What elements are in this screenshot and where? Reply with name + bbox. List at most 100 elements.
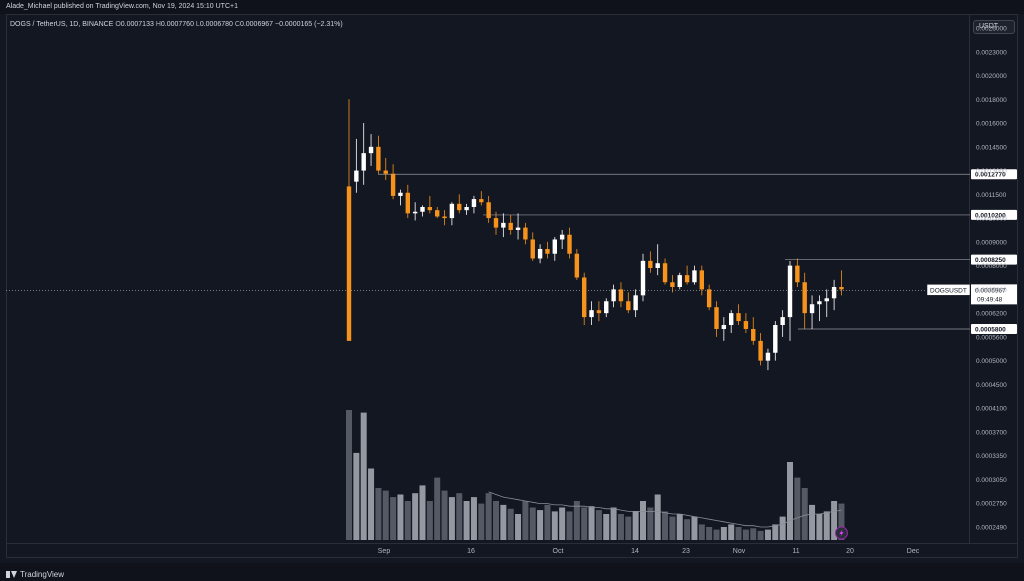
volume-bar	[544, 504, 551, 540]
candle-body	[508, 222, 513, 230]
volume-bar	[676, 514, 683, 540]
volume-bar	[382, 490, 389, 540]
candle-body	[486, 202, 491, 219]
x-tick-label: 20	[846, 548, 854, 555]
volume-bar	[640, 501, 646, 540]
candle-body	[567, 234, 572, 254]
candle-body	[780, 317, 785, 326]
y-tick-label: 0.0020000	[976, 73, 1007, 80]
lightning-glyph	[839, 529, 844, 537]
ohlc-legend: DOGS / TetherUS, 1D, BINANCE O0.0007133 …	[10, 21, 343, 28]
volume-bar	[551, 511, 558, 540]
level-label-text: 0.0008250	[975, 257, 1006, 264]
y-tick-label: 0.0003350	[976, 453, 1007, 460]
volume-bar	[742, 529, 749, 540]
candle-body	[714, 307, 719, 329]
candle-body	[824, 298, 829, 302]
volume-bar	[573, 501, 580, 540]
chart-plot-area[interactable]	[6, 14, 970, 544]
candle-body	[405, 192, 410, 214]
symbol-label: DOGS / TetherUS, 1D, BINANCE	[10, 21, 114, 28]
volume-bar	[610, 507, 617, 540]
volume-bar	[419, 485, 426, 540]
candle-body	[427, 207, 433, 211]
volume-bar	[662, 511, 669, 540]
candle-body	[398, 192, 403, 196]
last-price-text: 0.0006967	[975, 287, 1006, 294]
candle-body	[354, 170, 359, 182]
volume-ma-line	[488, 491, 842, 528]
candle-body	[640, 260, 646, 296]
close-key: C	[234, 21, 240, 28]
y-tick-label: 0.0008000	[976, 263, 1007, 270]
y-tick-label: 0.0014500	[976, 144, 1007, 151]
volume-bar	[441, 490, 448, 540]
candle-body	[765, 352, 771, 361]
candle-body	[530, 239, 535, 259]
candle-body	[368, 146, 374, 154]
footer-bar: TradingView	[0, 563, 1024, 581]
volume-bar	[772, 524, 779, 540]
y-tick-label: 0.0009000	[976, 239, 1007, 246]
volume-bar	[669, 516, 676, 540]
volume-bar	[478, 503, 485, 540]
volume-bar	[691, 516, 698, 540]
volume-bar	[500, 504, 507, 540]
y-tick-label: 0.0011500	[976, 192, 1007, 199]
x-tick-label: 23	[682, 548, 690, 555]
volume-bar	[375, 488, 382, 540]
y-tick-label: 0.0023000	[976, 49, 1007, 56]
candle-body	[611, 289, 616, 302]
level-label-text: 0.0010200	[975, 212, 1006, 219]
x-tick-label: 16	[467, 548, 475, 555]
volume-bar	[595, 510, 602, 540]
candle-body	[618, 289, 624, 302]
price-scale[interactable]	[970, 14, 1018, 544]
y-tick-label: 0.0026000	[976, 26, 1007, 33]
currency-button[interactable]: USDT	[973, 20, 1015, 34]
candle-body	[449, 203, 455, 219]
publisher-text: Alade_Michael published on TradingView.c…	[6, 3, 238, 10]
x-tick-label: Dec	[907, 548, 920, 555]
publisher-bar: Alade_Michael published on TradingView.c…	[0, 0, 1024, 14]
candle-body	[743, 321, 749, 329]
y-tick-label: 0.0005000	[976, 358, 1007, 365]
candle-body	[692, 270, 697, 283]
volume-bar	[713, 529, 720, 540]
volume-bar	[493, 501, 499, 540]
volume-bar	[764, 529, 771, 540]
candle-body	[729, 313, 734, 326]
candle-body	[574, 253, 580, 278]
volume-bar	[750, 528, 757, 540]
volume-bar	[522, 501, 529, 540]
candle-body	[596, 310, 602, 314]
candle-body	[442, 216, 447, 219]
y-tick-label: 0.0004500	[976, 382, 1007, 389]
candle-body	[633, 295, 638, 311]
candle-body	[435, 210, 440, 217]
candle-body	[390, 173, 396, 196]
level-label-box	[971, 209, 1017, 220]
symbol-tag-box	[926, 284, 971, 296]
footer-brand: TradingView	[20, 569, 65, 579]
volume-bar	[809, 504, 816, 540]
candle-body	[501, 222, 506, 228]
volume-bar	[625, 516, 632, 540]
candle-body	[648, 260, 653, 268]
volume-bar	[581, 507, 588, 540]
candle-body	[545, 248, 550, 254]
candle-body	[839, 287, 844, 290]
candle-body	[464, 207, 469, 211]
volume-bar	[485, 493, 492, 540]
candle-body	[537, 248, 543, 259]
x-tick-label: 14	[631, 548, 639, 555]
candle-body	[582, 277, 587, 318]
candle-body	[515, 227, 521, 230]
time-scale[interactable]	[6, 544, 1018, 558]
y-tick-label: 0.0002750	[976, 501, 1007, 508]
volume-bar	[537, 510, 544, 540]
candle-body	[751, 328, 756, 341]
countdown-text: 09:49:48	[977, 296, 1003, 303]
y-tick-label: 0.0010000	[976, 216, 1007, 223]
y-tick-label: 0.0003700	[976, 429, 1007, 436]
